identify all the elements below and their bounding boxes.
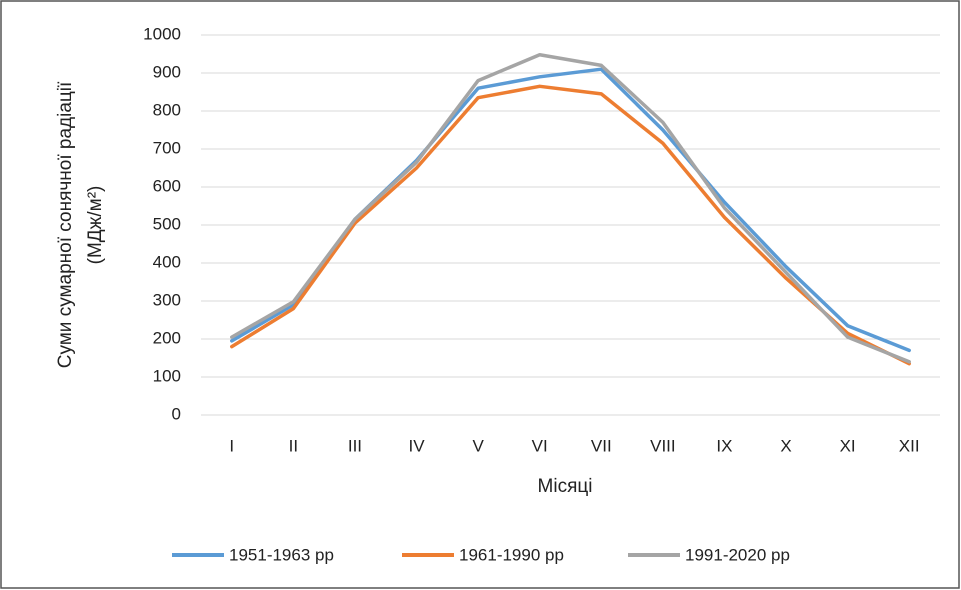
x-axis-label: Місяці [538,476,593,497]
x-tick-label: XII [899,436,920,455]
x-tick-label: I [229,436,234,455]
y-tick-label: 700 [153,138,181,157]
x-tick-label: III [348,436,362,455]
series-line [230,53,911,364]
legend-label: 1991-2020 рр [685,545,790,564]
y-axis-label: (МДж/м²) [85,186,106,265]
y-tick-label: 200 [153,328,181,347]
y-tick-label: 900 [153,62,181,81]
y-tick-label: 300 [153,290,181,309]
legend-label: 1961-1990 рр [459,545,564,564]
x-tick-label: X [780,436,791,455]
x-tick-label: II [289,436,298,455]
y-axis-label: Суми сумарної сонячної радіації [55,81,76,368]
x-tick-label: IX [716,436,732,455]
x-tick-label: VIII [650,436,676,455]
x-tick-label: XI [840,436,856,455]
series-line [230,84,911,366]
y-tick-label: 500 [153,214,181,233]
y-tick-label: 800 [153,100,181,119]
y-tick-label: 600 [153,176,181,195]
y-tick-label: 1000 [143,24,181,43]
y-tick-label: 400 [153,252,181,271]
y-tick-label: 0 [172,404,181,423]
y-tick-label: 100 [153,366,181,385]
x-tick-label: VI [532,436,548,455]
x-tick-label: VII [591,436,612,455]
x-tick-label: IV [409,436,426,455]
legend-label: 1951-1963 рр [229,545,334,564]
x-tick-label: V [472,436,484,455]
